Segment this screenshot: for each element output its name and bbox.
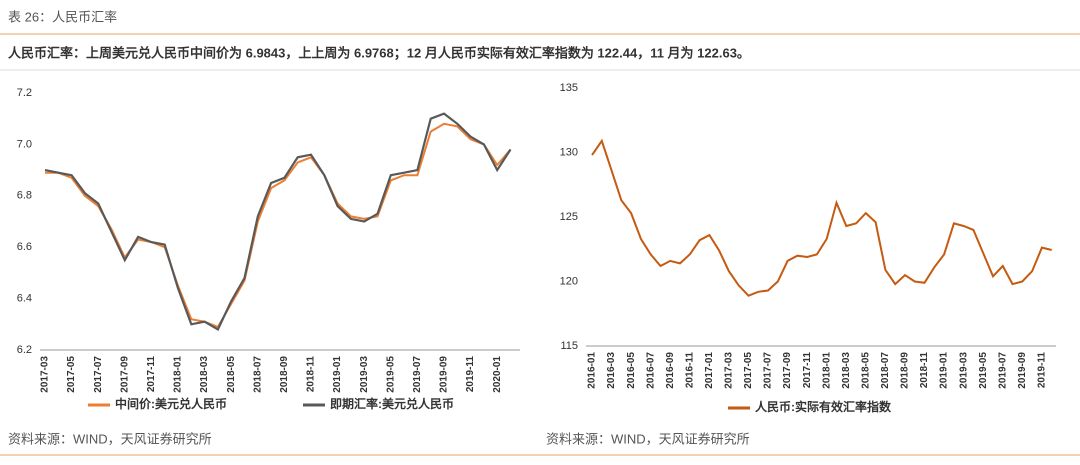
x-tick-label: 2019-09 [439,356,450,393]
x-tick-label: 2016-11 [684,352,695,389]
x-tick-label: 2018-05 [226,356,237,393]
x-tick-label: 2016-01 [587,352,598,389]
series-line [44,112,512,331]
x-tick-label: 2019-07 [412,356,423,393]
x-tick-label: 2017-07 [93,356,104,393]
x-tick-label: 2019-05 [385,356,396,393]
x-tick-label: 2019-05 [978,352,989,389]
y-tick-label: 6.8 [17,190,32,202]
legend-label: 中间价:美元兑人民币 [115,396,227,411]
x-tick-label: 2019-01 [939,352,950,389]
x-tick-label: 2018-11 [306,356,317,393]
source-note: 资料来源：WIND，天风证券研究所 [8,431,212,446]
x-tick-label: 2016-05 [626,352,637,389]
x-tick-label: 2019-01 [332,356,343,393]
x-tick-label: 2019-03 [359,356,370,393]
y-tick-label: 115 [560,340,578,352]
x-tick-label: 2016-03 [606,352,617,389]
x-tick-label: 2017-03 [724,352,735,389]
y-tick-label: 125 [560,211,578,223]
x-tick-label: 2018-09 [279,356,290,393]
x-tick-label: 2018-03 [199,356,210,393]
x-tick-label: 2016-07 [645,352,656,389]
y-tick-label: 135 [560,82,578,94]
y-tick-label: 6.4 [17,293,32,305]
series-line [45,122,512,329]
x-tick-label: 2019-07 [997,352,1008,389]
x-tick-label: 2018-11 [919,352,930,389]
x-tick-label: 2019-11 [1037,352,1048,389]
x-tick-label: 2018-03 [841,352,852,389]
legend-label: 即期汇率:美元兑人民币 [330,396,454,411]
x-tick-label: 2017-09 [782,352,793,389]
x-tick-label: 2018-01 [821,352,832,389]
y-tick-label: 7.2 [17,87,32,99]
series-line [591,138,1052,297]
subtitle: 人民币汇率：上周美元兑人民币中间价为 6.9843，上上周为 6.9768；12… [8,45,750,61]
x-tick-label: 2017-01 [704,352,715,389]
x-tick-label: 2019-11 [465,356,476,393]
y-tick-label: 120 [560,275,578,287]
x-tick-label: 2017-11 [802,352,813,389]
x-tick-label: 2017-07 [763,352,774,389]
x-tick-label: 2018-01 [173,356,184,393]
x-tick-label: 2018-07 [880,352,891,389]
x-tick-label: 2017-09 [119,356,130,393]
x-tick-label: 2018-05 [860,352,871,389]
x-tick-label: 2016-09 [665,352,676,389]
y-tick-label: 6.6 [17,241,32,253]
x-tick-label: 2019-09 [1017,352,1028,389]
x-tick-label: 2018-07 [252,356,263,393]
x-tick-label: 2017-05 [66,356,77,393]
y-tick-label: 7.0 [17,138,32,150]
y-tick-label: 130 [560,146,578,158]
x-tick-label: 2019-03 [958,352,969,389]
x-tick-label: 2018-09 [900,352,911,389]
y-tick-label: 6.2 [17,344,32,356]
source-note: 资料来源：WIND，天风证券研究所 [546,431,750,446]
legend-label: 人民币:实际有效汇率指数 [755,399,892,414]
x-tick-label: 2017-03 [40,356,51,393]
x-tick-label: 2020-01 [492,356,503,393]
x-tick-label: 2017-05 [743,352,754,389]
page-title: 表 26：人民币汇率 [8,9,117,24]
x-tick-label: 2017-11 [146,356,157,393]
